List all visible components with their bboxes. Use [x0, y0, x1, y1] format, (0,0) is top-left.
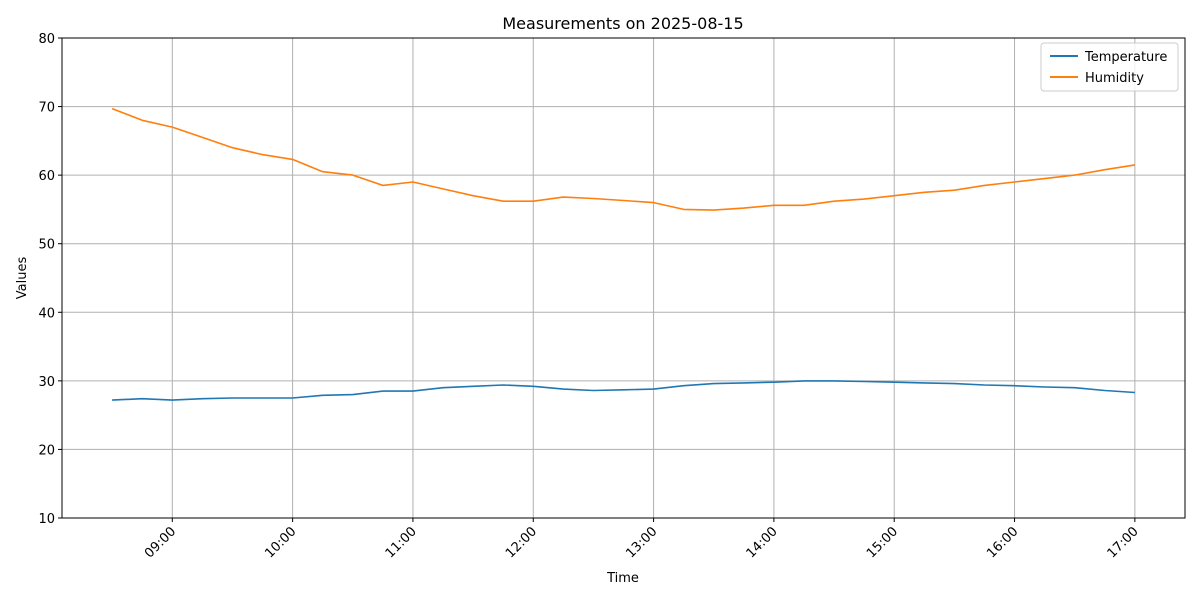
series-line-humidity [111, 107, 1136, 211]
y-axis-title: Values [15, 257, 30, 300]
y-axis-ticks: 10 20 30 40 50 60 70 80 [38, 32, 62, 527]
y-tick-label: 50 [38, 238, 55, 253]
y-tick-label: 60 [38, 169, 55, 184]
x-tick-label: 16:00 [984, 524, 1021, 561]
y-tick-label: 40 [38, 306, 55, 321]
x-tick-label: 14:00 [744, 524, 781, 561]
chart-title: Measurements on 2025-08-15 [502, 14, 743, 33]
x-tick-label: 17:00 [1105, 524, 1142, 561]
legend: Temperature Humidity [1040, 42, 1179, 92]
x-tick-label: 15:00 [864, 524, 901, 561]
gridlines [62, 37, 1185, 519]
x-axis-title: Time [606, 571, 639, 586]
y-tick-label: 80 [38, 32, 55, 47]
x-tick-label: 10:00 [262, 524, 299, 561]
x-axis-ticks: 09:00 10:00 11:00 12:00 13:00 14:00 15:00 16:00… [142, 518, 1142, 561]
x-tick-label: 12:00 [503, 524, 540, 561]
y-tick-label: 30 [38, 375, 55, 390]
x-tick-label: 09:00 [142, 524, 179, 561]
legend-label-temperature: Temperature [1084, 50, 1167, 65]
legend-label-humidity: Humidity [1085, 71, 1144, 86]
x-tick-label: 11:00 [383, 524, 420, 561]
series-lines [111, 107, 1136, 401]
series-line-temperature [112, 380, 1135, 401]
y-tick-label: 20 [38, 443, 55, 458]
plot-frame [61, 37, 1186, 519]
y-tick-label: 70 [38, 101, 55, 116]
y-tick-label: 10 [38, 512, 55, 527]
x-tick-label: 13:00 [623, 524, 660, 561]
